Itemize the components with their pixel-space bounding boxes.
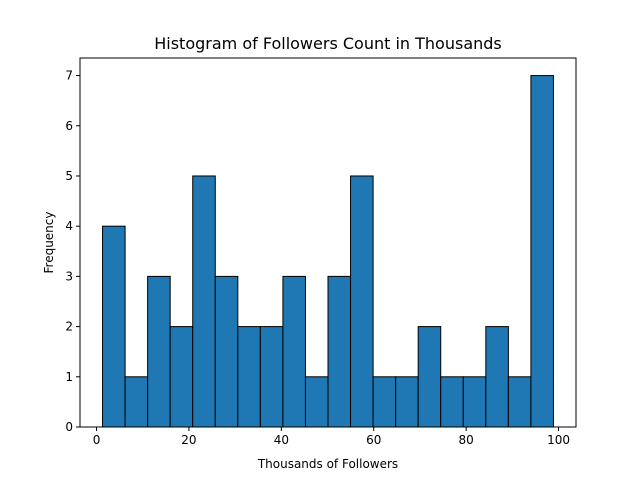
histogram-bar (214, 275, 239, 428)
histogram-bar (395, 376, 419, 428)
y-tick-label: 2 (65, 320, 73, 334)
x-tick-label: 80 (458, 433, 473, 447)
chart-title: Histogram of Followers Count in Thousand… (154, 34, 502, 53)
histogram-bar (440, 376, 464, 428)
plot-frame (79, 57, 577, 428)
x-tick-label: 40 (274, 433, 289, 447)
histogram-bar (485, 326, 509, 428)
bars-group (102, 75, 554, 428)
histogram-bar (507, 376, 532, 428)
histogram-bar (169, 326, 194, 428)
y-tick-label: 3 (65, 269, 73, 283)
y-tick-label: 7 (65, 69, 73, 83)
x-tick-label: 60 (366, 433, 381, 447)
histogram-bar (259, 326, 284, 428)
histogram-bar (417, 326, 442, 428)
histogram-bar (350, 175, 374, 428)
y-tick-label: 1 (65, 370, 73, 384)
x-axis-label: Thousands of Followers (257, 457, 398, 471)
histogram-bar (282, 275, 306, 428)
y-tick-label: 0 (65, 420, 73, 434)
y-axis-ticks: 0 1 2 3 4 5 6 7 (65, 69, 80, 434)
x-tick-label: 0 (93, 433, 101, 447)
histogram-bar (237, 326, 261, 428)
histogram-bar (327, 275, 352, 428)
x-tick-label: 20 (181, 433, 196, 447)
y-tick-label: 5 (65, 169, 73, 183)
histogram-bar (372, 376, 397, 428)
histogram-bar (192, 175, 216, 428)
histogram-bar (462, 376, 487, 428)
histogram-bar (102, 225, 126, 428)
histogram-bar (147, 275, 171, 428)
histogram-bar (530, 75, 554, 428)
y-tick-label: 6 (65, 119, 73, 133)
x-axis-ticks: 0 20 40 60 80 100 (93, 427, 570, 447)
y-tick-label: 4 (65, 219, 73, 233)
y-axis-label: Frequency (42, 212, 56, 274)
histogram-bar (304, 376, 329, 428)
histogram-bar (124, 376, 149, 428)
x-tick-label: 100 (547, 433, 570, 447)
